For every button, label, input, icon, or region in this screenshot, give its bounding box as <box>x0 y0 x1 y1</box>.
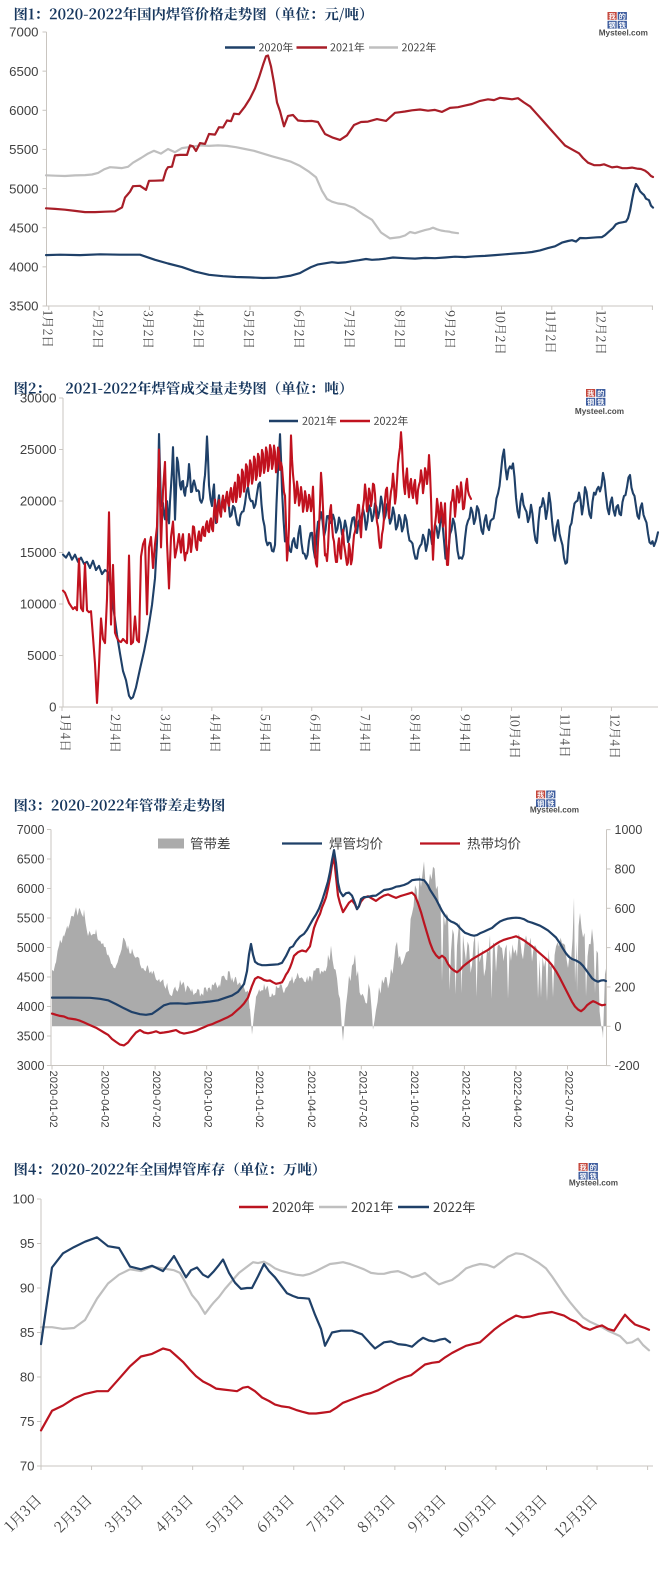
svg-text:2021-10-02: 2021-10-02 <box>408 1071 420 1128</box>
svg-text:2020-04-02: 2020-04-02 <box>99 1071 111 1128</box>
svg-text:2021-07-02: 2021-07-02 <box>356 1071 368 1128</box>
svg-text:5500: 5500 <box>17 912 45 926</box>
svg-text:10000: 10000 <box>20 597 57 612</box>
svg-text:2021-04-02: 2021-04-02 <box>305 1071 317 1128</box>
svg-text:2022-01-02: 2022-01-02 <box>459 1071 471 1128</box>
svg-text:1000: 1000 <box>615 823 643 837</box>
svg-text:Mysteel.com: Mysteel.com <box>599 29 648 38</box>
svg-text:80: 80 <box>20 1370 35 1385</box>
svg-text:400: 400 <box>615 941 636 955</box>
svg-text:2022-04-02: 2022-04-02 <box>511 1071 523 1128</box>
svg-text:5500: 5500 <box>9 142 38 157</box>
svg-text:2020-01-02: 2020-01-02 <box>47 1071 59 1128</box>
svg-text:4000: 4000 <box>17 1000 45 1014</box>
svg-text:4000: 4000 <box>9 260 38 275</box>
svg-text:85: 85 <box>20 1325 35 1340</box>
svg-text:600: 600 <box>615 902 636 916</box>
svg-text:25000: 25000 <box>20 442 57 457</box>
svg-text:6500: 6500 <box>9 64 38 79</box>
svg-text:15000: 15000 <box>20 545 57 560</box>
svg-text:75: 75 <box>20 1414 35 1429</box>
svg-text:-200: -200 <box>615 1059 640 1073</box>
svg-text:7000: 7000 <box>17 823 45 837</box>
svg-text:20000: 20000 <box>20 494 57 509</box>
svg-text:100: 100 <box>12 1192 34 1207</box>
svg-text:4500: 4500 <box>17 971 45 985</box>
svg-text:7000: 7000 <box>9 25 38 40</box>
svg-text:Mysteel.com: Mysteel.com <box>575 407 624 416</box>
svg-text:3500: 3500 <box>17 1030 45 1044</box>
svg-text:6000: 6000 <box>9 103 38 118</box>
svg-text:2022-07-02: 2022-07-02 <box>563 1071 575 1128</box>
svg-text:5000: 5000 <box>27 648 56 663</box>
svg-text:6000: 6000 <box>17 882 45 896</box>
svg-text:5000: 5000 <box>9 181 38 196</box>
svg-text:4500: 4500 <box>9 220 38 235</box>
svg-text:2020-07-02: 2020-07-02 <box>150 1071 162 1128</box>
svg-text:200: 200 <box>615 980 636 994</box>
svg-text:30000: 30000 <box>20 391 57 406</box>
svg-text:3000: 3000 <box>17 1059 45 1073</box>
svg-text:Mysteel.com: Mysteel.com <box>530 806 579 815</box>
svg-text:800: 800 <box>615 862 636 876</box>
svg-text:90: 90 <box>20 1281 35 1296</box>
svg-text:Mysteel.com: Mysteel.com <box>569 1179 618 1188</box>
svg-text:0: 0 <box>615 1020 622 1034</box>
svg-text:0: 0 <box>49 700 56 715</box>
svg-text:70: 70 <box>20 1459 35 1474</box>
svg-text:2020-10-02: 2020-10-02 <box>202 1071 214 1128</box>
svg-text:5000: 5000 <box>17 941 45 955</box>
svg-text:6500: 6500 <box>17 853 45 867</box>
svg-text:95: 95 <box>20 1236 35 1251</box>
svg-text:2021-01-02: 2021-01-02 <box>253 1071 265 1128</box>
svg-text:3500: 3500 <box>9 299 38 314</box>
